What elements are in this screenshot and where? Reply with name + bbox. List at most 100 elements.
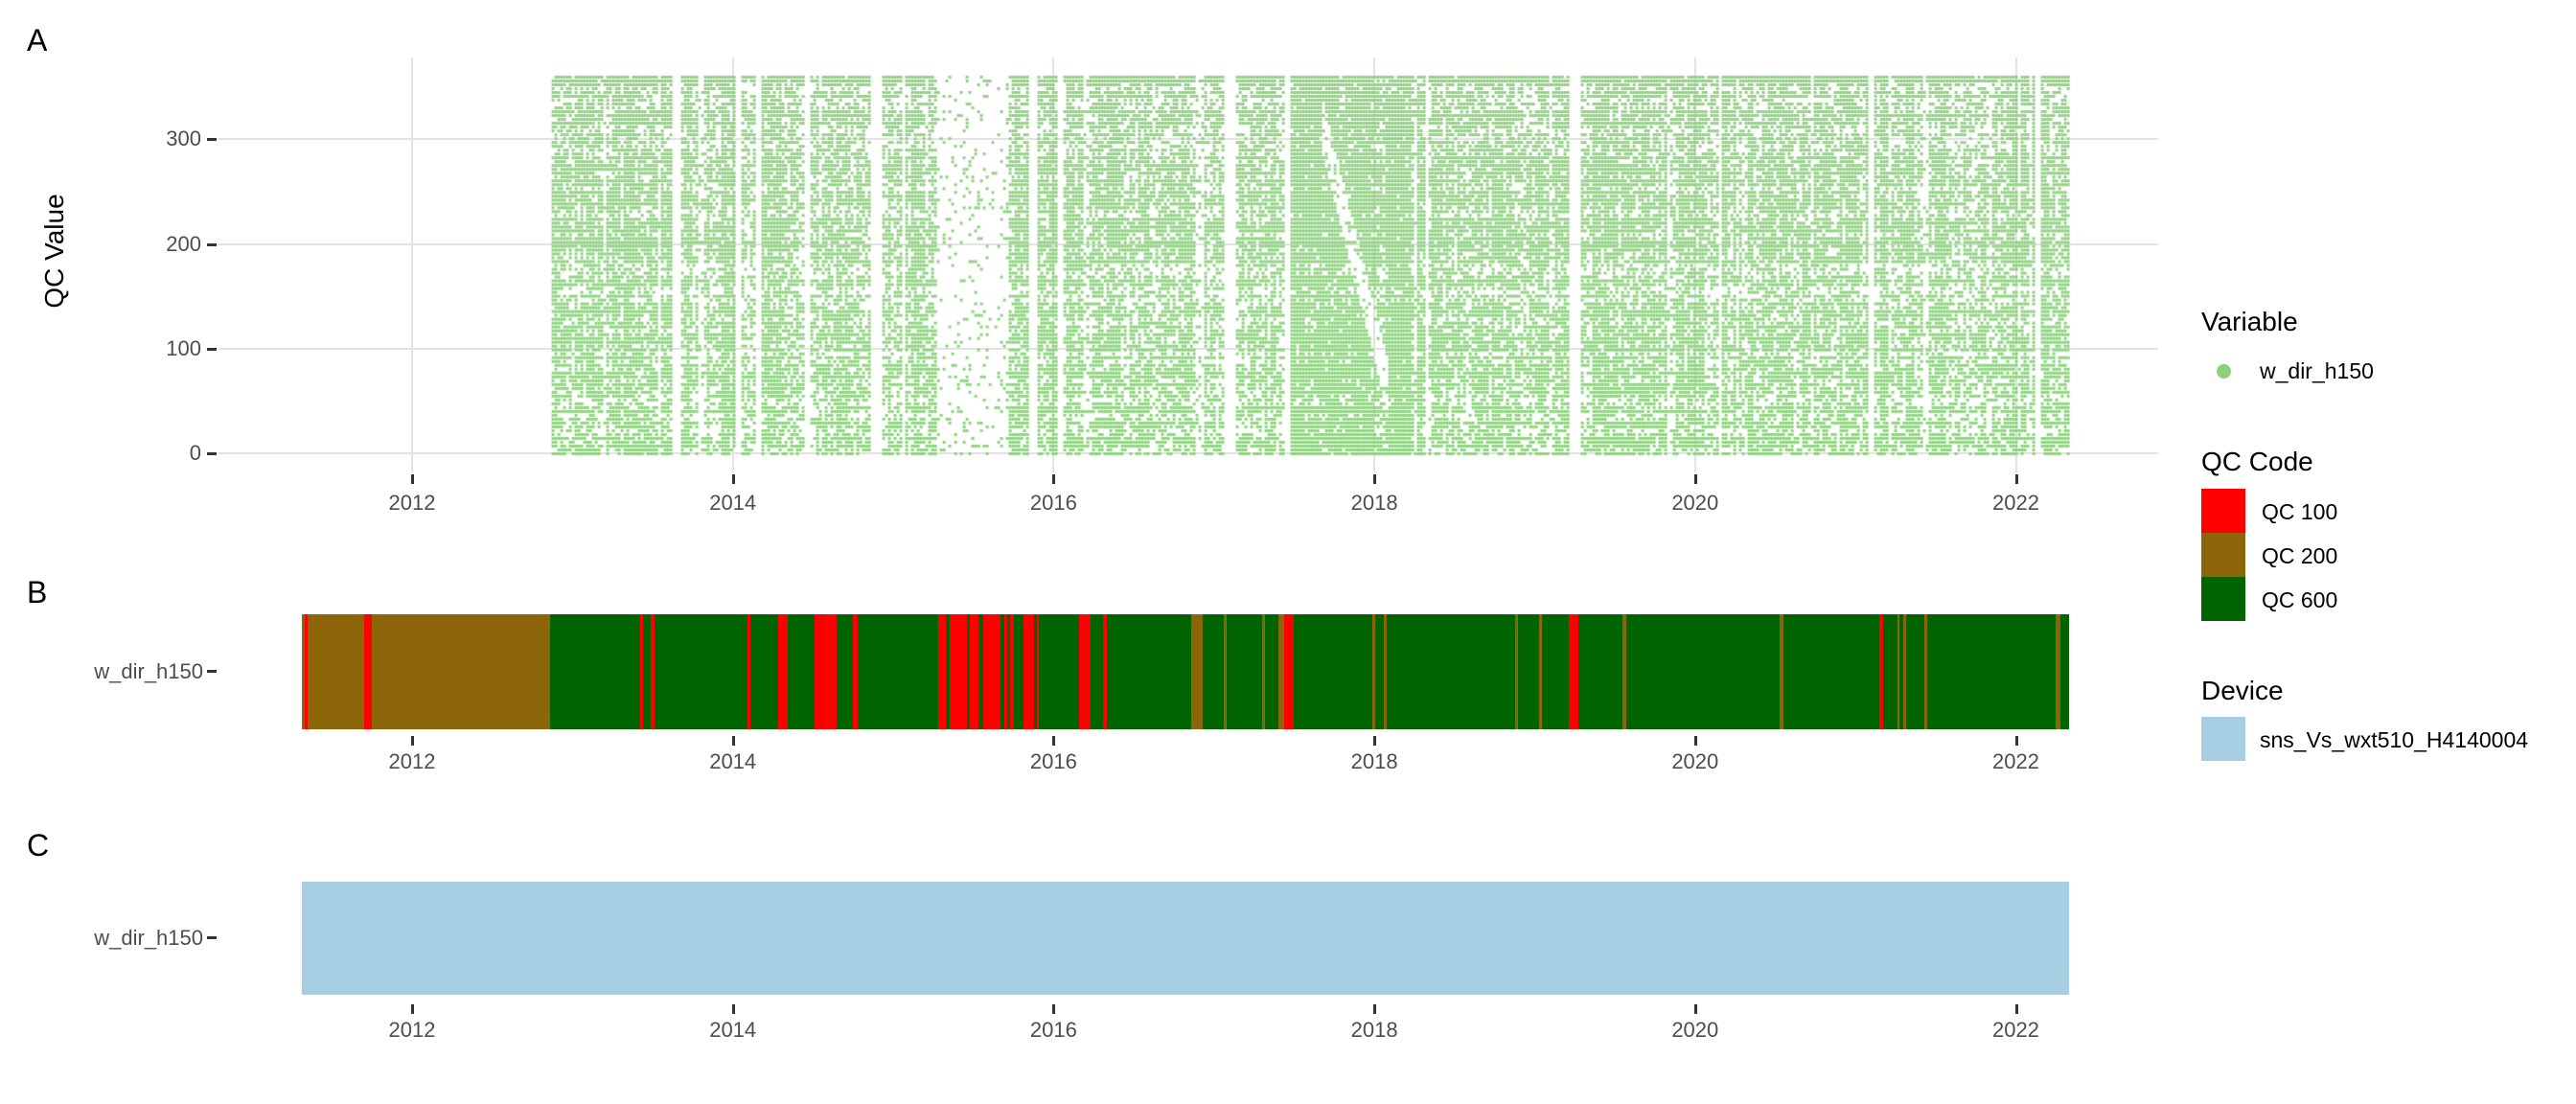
qc200-stripe bbox=[1924, 614, 1928, 729]
panel-a-y-tick bbox=[207, 242, 217, 246]
qc200-stripe bbox=[1780, 614, 1783, 729]
qc200-stripe bbox=[1372, 614, 1375, 729]
scatter-canvas bbox=[218, 58, 2158, 473]
qc100-stripe bbox=[777, 614, 788, 729]
panel-a-x-tick bbox=[411, 474, 414, 484]
qc100-stripe bbox=[1010, 614, 1014, 729]
timeline-x-tick bbox=[731, 736, 735, 746]
panel-a-y-tick-label: 100 bbox=[166, 335, 201, 360]
qc100-stripe bbox=[304, 614, 309, 729]
qc200-stripe bbox=[1622, 614, 1626, 729]
legend-device-item-label: sns_Vs_wxt510_H4140004 bbox=[2260, 727, 2529, 752]
legend-qc-code-title: QC Code bbox=[2201, 447, 2313, 476]
legend-device-swatch bbox=[2201, 717, 2245, 761]
qc100-stripe bbox=[1284, 614, 1295, 729]
qc200-stripe bbox=[1384, 614, 1387, 729]
qc200-stripe bbox=[1539, 614, 1542, 729]
panel-a-x-tick-label: 2012 bbox=[388, 491, 436, 515]
qc100-stripe bbox=[1568, 614, 1578, 729]
legend-qc-item-label: QC 200 bbox=[2262, 543, 2338, 568]
qc200-stripe bbox=[1897, 614, 1900, 729]
qc100-stripe bbox=[853, 614, 859, 729]
timeline-x-tick bbox=[411, 1004, 414, 1014]
qc200-stripe bbox=[1261, 614, 1266, 729]
qc100-stripe bbox=[747, 614, 751, 729]
timeline-x-tick-label: 2014 bbox=[709, 749, 757, 773]
timeline-x-tick-label: 2020 bbox=[1671, 1018, 1719, 1042]
timeline-x-tick bbox=[1052, 736, 1056, 746]
qc100-stripe bbox=[1036, 614, 1040, 729]
panel-b-tag: B bbox=[27, 575, 48, 610]
timeline-x-tick bbox=[1373, 736, 1377, 746]
qc100-stripe bbox=[822, 614, 838, 729]
panel-b-row-label: w_dir_h150 bbox=[94, 659, 203, 683]
timeline-x-tick-label: 2012 bbox=[388, 749, 436, 773]
timeline-bar bbox=[301, 882, 2069, 995]
timeline-x-tick-label: 2014 bbox=[709, 1018, 757, 1042]
panel-a-x-tick-label: 2020 bbox=[1671, 491, 1719, 515]
legend-qc-item-label: QC 100 bbox=[2262, 499, 2338, 524]
timeline-x-tick bbox=[1693, 736, 1697, 746]
qc100-stripe bbox=[1103, 614, 1107, 729]
timeline-x-tick-label: 2018 bbox=[1350, 1018, 1398, 1042]
qc100-stripe bbox=[363, 614, 373, 729]
panel-c-y-tick bbox=[207, 936, 217, 939]
timeline-x-tick-label: 2018 bbox=[1350, 749, 1398, 773]
timeline-bar bbox=[301, 614, 2069, 729]
qc100-stripe bbox=[970, 614, 978, 729]
qc200-stripe bbox=[1191, 614, 1203, 729]
qc200-stripe bbox=[1903, 614, 1906, 729]
panel-a-y-axis-title: QC Value bbox=[39, 194, 69, 309]
timeline-x-tick-label: 2012 bbox=[388, 1018, 436, 1042]
qc100-stripe bbox=[937, 614, 947, 729]
panel-a-x-tick bbox=[1373, 474, 1377, 484]
qc100-stripe bbox=[639, 614, 643, 729]
legend-qc-item-label: QC 600 bbox=[2262, 587, 2338, 612]
legend-variable-key-dot bbox=[2217, 364, 2231, 379]
legend-variable-item-label: w_dir_h150 bbox=[2260, 358, 2374, 383]
timeline-x-tick-label: 2016 bbox=[1029, 749, 1077, 773]
timeline-x-tick-label: 2016 bbox=[1029, 1018, 1077, 1042]
qc100-stripe bbox=[1079, 614, 1091, 729]
timeline-base-segment bbox=[301, 882, 2069, 995]
panel-a-x-tick-label: 2018 bbox=[1350, 491, 1398, 515]
qc200-stripe bbox=[1277, 614, 1285, 729]
timeline-base-segment bbox=[549, 614, 2069, 729]
panel-c-row-label: w_dir_h150 bbox=[94, 926, 203, 950]
timeline-x-tick bbox=[731, 1004, 735, 1014]
panel-a-x-tick-label: 2016 bbox=[1029, 491, 1077, 515]
qc200-stripe bbox=[1223, 614, 1228, 729]
panel-a-x-tick-label: 2014 bbox=[709, 491, 757, 515]
legend-qc-swatch bbox=[2201, 489, 2245, 533]
qc100-stripe bbox=[949, 614, 968, 729]
panel-a-x-tick bbox=[2014, 474, 2018, 484]
qc200-stripe bbox=[1515, 614, 1518, 729]
qc100-stripe bbox=[982, 614, 1001, 729]
timeline-x-tick-label: 2022 bbox=[1992, 1018, 2039, 1042]
timeline-x-tick bbox=[2014, 1004, 2018, 1014]
panel-b-y-tick bbox=[207, 670, 217, 673]
panel-a-x-tick bbox=[1052, 474, 1056, 484]
legend-qc-swatch bbox=[2201, 577, 2245, 621]
panel-a-y-tick-label: 0 bbox=[189, 441, 201, 465]
panel-a-tag: A bbox=[27, 23, 48, 58]
panel-a-x-tick bbox=[1693, 474, 1697, 484]
timeline-x-tick bbox=[1373, 1004, 1377, 1014]
timeline-x-tick-label: 2020 bbox=[1671, 749, 1719, 773]
timeline-x-tick bbox=[411, 736, 414, 746]
panel-a-y-tick bbox=[207, 347, 217, 351]
qc200-stripe bbox=[2056, 614, 2061, 729]
panel-a-y-tick-label: 200 bbox=[166, 231, 201, 256]
timeline-base-segment bbox=[301, 614, 550, 729]
panel-a-x-tick bbox=[731, 474, 735, 484]
timeline-x-tick bbox=[1052, 1004, 1056, 1014]
panel-a-y-tick bbox=[207, 138, 217, 142]
timeline-x-tick bbox=[2014, 736, 2018, 746]
qc100-stripe bbox=[651, 614, 655, 729]
panel-a-y-tick bbox=[207, 452, 217, 455]
qc100-stripe bbox=[815, 614, 821, 729]
legend-device-title: Device bbox=[2201, 676, 2284, 705]
panel-c-tag: C bbox=[27, 828, 50, 862]
legend-variable-title: Variable bbox=[2201, 307, 2298, 336]
